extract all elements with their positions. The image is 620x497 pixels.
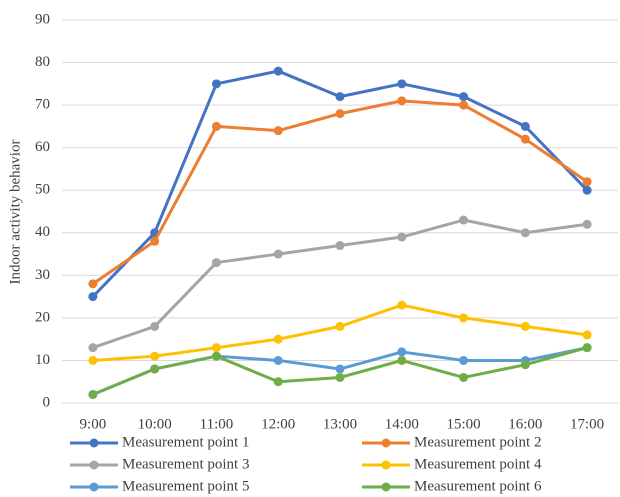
data-point — [520, 121, 530, 131]
data-point — [88, 292, 98, 302]
data-point — [335, 372, 345, 382]
x-tick-label: 15:00 — [446, 416, 480, 432]
data-point — [335, 92, 345, 102]
data-point — [582, 185, 592, 195]
data-point — [397, 347, 407, 357]
data-point — [273, 126, 283, 136]
y-axis-label: Indoor activity behavior — [7, 140, 23, 285]
x-tick-label: 12:00 — [261, 416, 295, 432]
data-point — [88, 355, 98, 365]
data-point — [273, 377, 283, 387]
data-point — [397, 79, 407, 89]
data-point — [88, 389, 98, 399]
data-point — [150, 351, 160, 361]
legend-marker — [89, 438, 99, 448]
legend-label: Measurement point 2 — [414, 434, 541, 450]
data-point — [397, 355, 407, 365]
data-point — [520, 228, 530, 238]
data-point — [335, 321, 345, 331]
legend-label: Measurement point 3 — [122, 456, 249, 472]
data-point — [211, 258, 221, 268]
legend-label: Measurement point 6 — [414, 478, 542, 494]
data-point — [273, 334, 283, 344]
legend-marker — [89, 460, 99, 470]
x-tick-label: 14:00 — [385, 416, 419, 432]
x-tick-label: 9:00 — [80, 416, 107, 432]
data-point — [582, 343, 592, 353]
data-point — [211, 343, 221, 353]
data-point — [273, 355, 283, 365]
data-point — [88, 279, 98, 289]
data-point — [335, 109, 345, 119]
legend-label: Measurement point 5 — [122, 478, 249, 494]
legend-label: Measurement point 1 — [122, 434, 249, 450]
data-point — [88, 343, 98, 353]
data-point — [459, 355, 469, 365]
series-line — [92, 99, 588, 286]
data-point — [520, 134, 530, 144]
data-point — [520, 360, 530, 370]
x-tick-label: 11:00 — [200, 416, 234, 432]
y-tick-label: 70 — [35, 97, 50, 113]
legend-marker — [89, 482, 99, 492]
data-point — [397, 300, 407, 310]
data-point — [335, 364, 345, 374]
data-point — [582, 177, 592, 187]
data-point — [150, 236, 160, 246]
data-point — [582, 330, 592, 340]
data-point — [582, 219, 592, 229]
data-point — [459, 215, 469, 225]
y-tick-label: 10 — [35, 352, 50, 368]
y-tick-label: 20 — [35, 309, 50, 325]
data-point — [459, 92, 469, 102]
legend-marker — [381, 460, 391, 470]
data-point — [459, 100, 469, 110]
data-point — [211, 121, 221, 131]
legend-marker — [381, 438, 391, 448]
y-tick-label: 60 — [35, 139, 50, 155]
y-tick-label: 40 — [35, 224, 50, 240]
data-point — [273, 66, 283, 76]
data-point — [459, 313, 469, 323]
x-tick-label: 16:00 — [508, 416, 542, 432]
y-tick-label: 80 — [35, 54, 50, 70]
data-point — [397, 232, 407, 242]
y-tick-label: 90 — [35, 11, 50, 27]
data-point — [335, 241, 345, 251]
data-point — [211, 351, 221, 361]
data-point — [397, 96, 407, 106]
y-tick-label: 30 — [35, 267, 50, 283]
legend-label: Measurement point 4 — [414, 456, 542, 472]
y-tick-label: 0 — [43, 394, 51, 410]
data-point — [150, 321, 160, 331]
x-tick-label: 17:00 — [570, 416, 604, 432]
x-tick-label: 10:00 — [138, 416, 172, 432]
data-point — [520, 321, 530, 331]
y-tick-label: 50 — [35, 182, 50, 198]
data-point — [150, 364, 160, 374]
data-point — [459, 372, 469, 382]
x-tick-label: 13:00 — [323, 416, 357, 432]
data-point — [273, 249, 283, 259]
data-point — [211, 79, 221, 89]
legend-marker — [381, 482, 391, 492]
